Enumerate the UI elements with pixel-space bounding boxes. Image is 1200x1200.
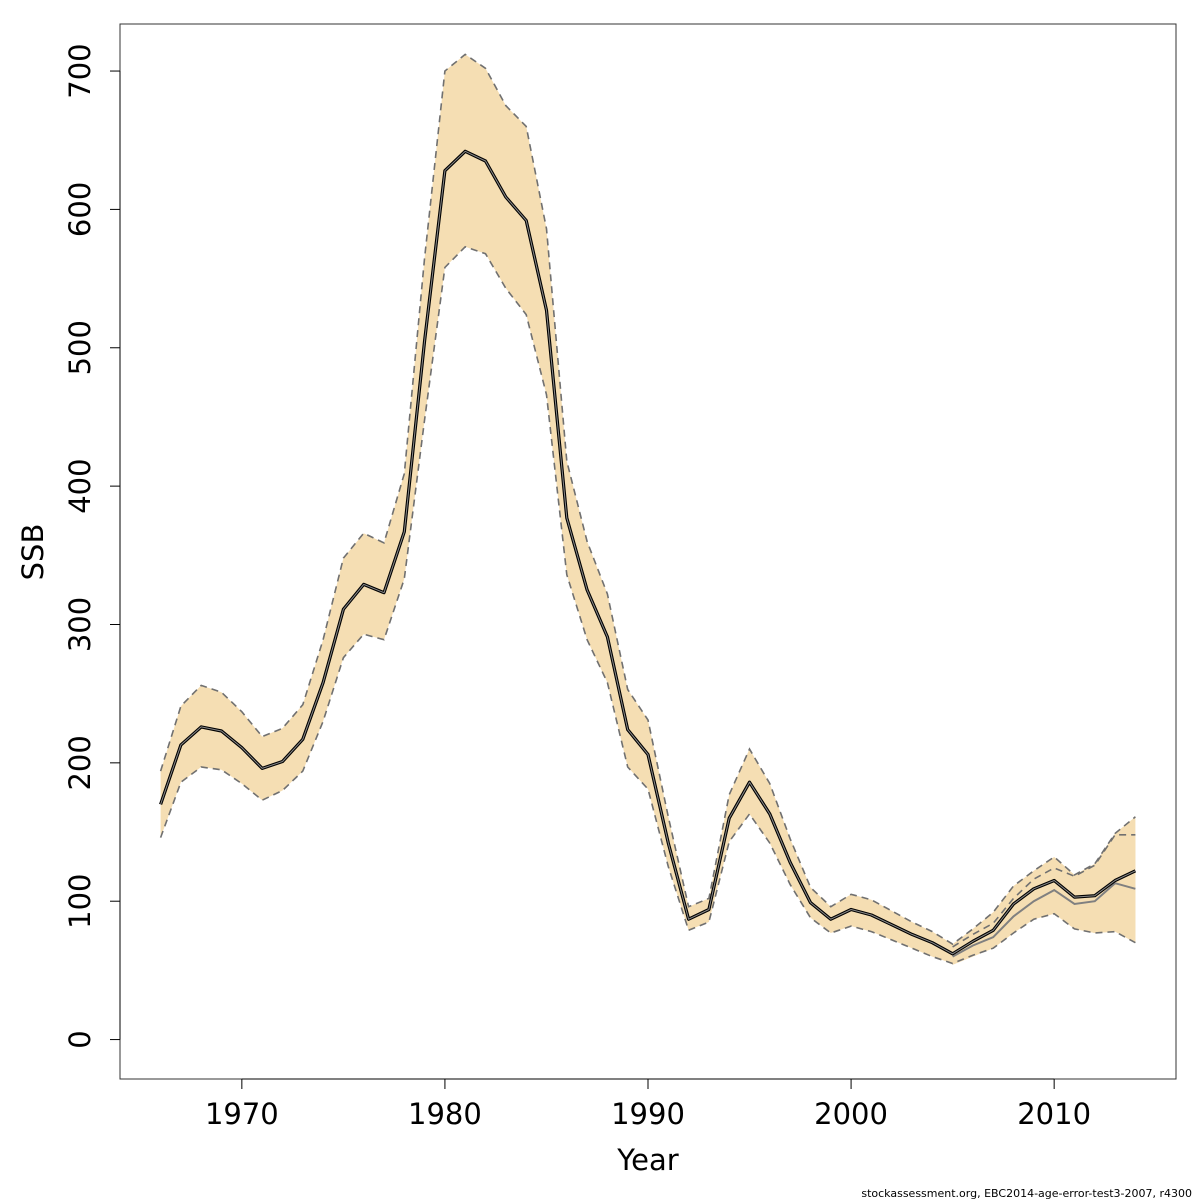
y-tick-label: 200 bbox=[63, 735, 97, 790]
y-tick-label: 0 bbox=[63, 1030, 97, 1048]
footnote: stockassessment.org, EBC2014-age-error-t… bbox=[861, 1187, 1192, 1200]
x-tick-label: 1970 bbox=[205, 1097, 279, 1131]
previous-estimate-line bbox=[952, 882, 1136, 958]
y-tick-label: 300 bbox=[63, 597, 97, 652]
previous-upper-bound-line bbox=[952, 833, 1136, 948]
lower-bound-line bbox=[159, 245, 1136, 965]
y-tick-label: 600 bbox=[63, 182, 97, 237]
y-axis: 0 100 200 300 400 500 600 700 bbox=[63, 43, 121, 1049]
x-tick-label: 1990 bbox=[611, 1097, 685, 1131]
series-lines-layer bbox=[159, 53, 1137, 965]
x-axis-title: Year bbox=[616, 1143, 678, 1177]
y-tick-label: 700 bbox=[63, 43, 97, 98]
x-tick-label: 2000 bbox=[814, 1097, 888, 1131]
estimate-line-core bbox=[160, 150, 1136, 955]
x-tick-label: 2010 bbox=[1017, 1097, 1091, 1131]
y-tick-label: 400 bbox=[63, 458, 97, 513]
y-tick-label: 500 bbox=[63, 320, 97, 375]
x-tick-label: 1980 bbox=[408, 1097, 482, 1131]
confidence-band bbox=[160, 54, 1136, 964]
y-tick-label: 100 bbox=[63, 874, 97, 929]
x-axis: 1970 1980 1990 2000 2010 bbox=[205, 1078, 1091, 1131]
y-axis-title: SSB bbox=[16, 524, 50, 581]
upper-bound-line bbox=[159, 53, 1136, 946]
